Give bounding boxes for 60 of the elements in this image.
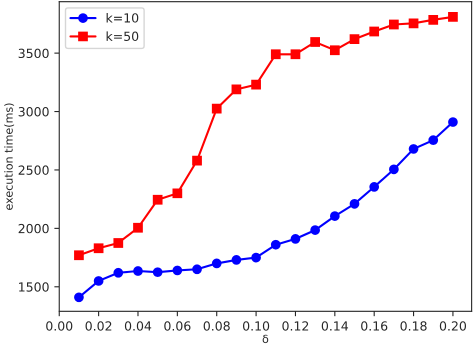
point: [172, 266, 182, 276]
legend-label: k=10: [106, 12, 138, 23]
x-tick-label: 0.10: [243, 321, 270, 331]
point: [212, 258, 222, 268]
point: [113, 268, 124, 278]
point: [152, 267, 163, 278]
point: [310, 225, 320, 235]
x-tick-label: 0.20: [440, 321, 466, 331]
point: [232, 84, 242, 94]
x-tick-label: 0.00: [46, 321, 72, 331]
y-tick-label: 2500: [18, 165, 49, 175]
legend-label: k=50: [106, 31, 138, 41]
point: [310, 37, 320, 47]
point: [369, 26, 380, 36]
point: [270, 49, 281, 60]
y-tick-label: 1500: [19, 282, 49, 292]
y-tick-label: 3500: [18, 48, 49, 58]
y-tick-label: 3000: [18, 107, 49, 116]
point: [330, 211, 340, 221]
point: [251, 252, 261, 262]
point: [369, 182, 380, 192]
point: [408, 18, 418, 28]
point: [448, 12, 458, 22]
point: [270, 240, 281, 250]
point: [350, 34, 360, 44]
point: [290, 234, 300, 244]
point: [330, 45, 340, 56]
point: [94, 243, 104, 254]
point: [192, 156, 202, 166]
point: [74, 292, 84, 302]
x-tick-label: 0.18: [400, 321, 427, 331]
point: [232, 255, 242, 265]
x-tick-label: 0.08: [204, 321, 230, 331]
point: [408, 144, 418, 154]
x-tick-label: 0.02: [86, 321, 112, 331]
point: [133, 266, 143, 276]
point: [133, 222, 143, 233]
point: [350, 198, 360, 209]
point: [152, 194, 163, 205]
point: [172, 188, 182, 198]
x-tick-label: 0.04: [124, 321, 152, 331]
point: [389, 164, 399, 174]
point: [251, 80, 261, 90]
point: [389, 20, 399, 30]
x-tick-label: 0.12: [282, 321, 308, 331]
x-tick-label: 0.16: [361, 321, 388, 331]
point: [192, 264, 202, 274]
point: [290, 49, 300, 60]
point: [74, 250, 84, 260]
point: [428, 14, 438, 25]
point: [428, 135, 438, 146]
y-tick-label: 2000: [18, 224, 49, 234]
point: [113, 238, 124, 248]
y-axis-title: execution time(ms): [4, 103, 14, 210]
x-tick-label: 0.14: [322, 321, 348, 331]
x-axis-title: δ: [262, 334, 268, 344]
point: [94, 276, 104, 286]
point: [212, 104, 222, 114]
x-tick-label: 0.06: [164, 321, 190, 331]
point: [448, 117, 458, 127]
